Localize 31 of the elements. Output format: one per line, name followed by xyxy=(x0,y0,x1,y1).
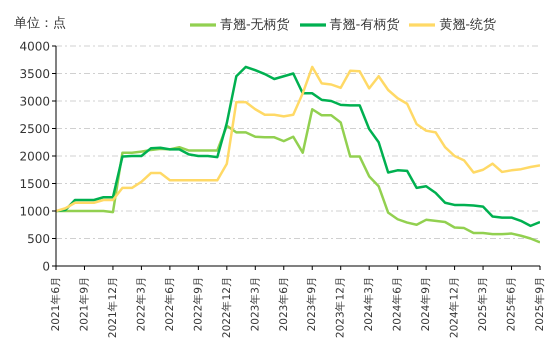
x-tick-label: 2024年12月 xyxy=(448,276,461,338)
x-tick-label: 2023年12月 xyxy=(334,276,347,338)
y-tick-label: 3000 xyxy=(19,94,50,108)
x-tick-label: 2021年12月 xyxy=(106,276,119,338)
x-tick-label: 2022年3月 xyxy=(135,276,148,332)
x-tick-label: 2025年6月 xyxy=(506,276,518,332)
x-tick-label: 2025年3月 xyxy=(477,276,490,332)
y-tick-label: 4000 xyxy=(19,39,50,54)
y-tick-label: 1500 xyxy=(19,176,50,191)
x-tick-label: 2024年9月 xyxy=(420,276,432,332)
y-axis-title: 单位：点 xyxy=(14,15,66,32)
x-tick-label: 2021年9月 xyxy=(78,276,90,332)
x-tick-label: 2025年9月 xyxy=(534,276,546,332)
x-tick-label: 2023年3月 xyxy=(249,276,262,332)
x-tick-label: 2023年6月 xyxy=(278,276,290,332)
x-tick-label: 2024年3月 xyxy=(363,276,376,332)
y-tick-label: 3500 xyxy=(19,66,50,81)
x-tick-label: 2022年9月 xyxy=(192,276,204,332)
legend-label: 黄翘-统货 xyxy=(439,18,496,33)
x-tick-label: 2021年6月 xyxy=(50,276,62,332)
legend-label: 青翘-无柄货 xyxy=(220,18,290,33)
y-tick-label: 2000 xyxy=(19,149,50,164)
y-tick-label: 2500 xyxy=(19,122,50,136)
x-tick-label: 2023年9月 xyxy=(306,276,318,332)
x-tick-label: 2022年6月 xyxy=(164,276,176,332)
legend-label: 青翘-有柄货 xyxy=(330,18,400,33)
y-tick-label: 1000 xyxy=(19,204,50,218)
y-tick-label: 500 xyxy=(27,232,50,246)
x-tick-label: 2022年12月 xyxy=(220,276,233,338)
y-tick-label: 0 xyxy=(42,259,50,274)
x-tick-label: 2024年6月 xyxy=(392,276,404,332)
